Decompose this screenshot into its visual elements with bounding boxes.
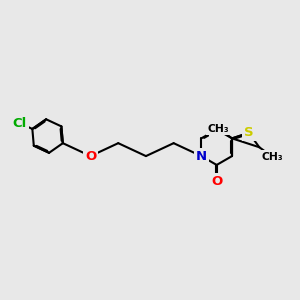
Text: CH₃: CH₃ [262,152,283,162]
Text: Cl: Cl [13,117,27,130]
Text: N: N [211,123,222,136]
Text: N: N [196,150,207,163]
Text: O: O [211,175,222,188]
Text: CH₃: CH₃ [208,124,229,134]
Text: S: S [244,126,254,140]
Text: O: O [85,150,96,163]
